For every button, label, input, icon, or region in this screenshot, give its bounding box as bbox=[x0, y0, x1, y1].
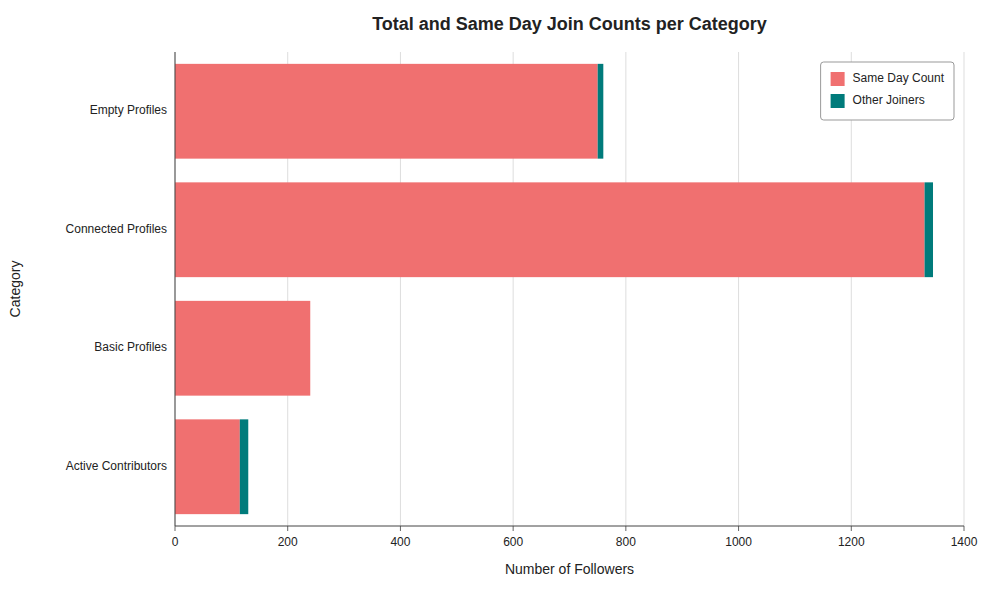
legend-label: Other Joiners bbox=[853, 93, 925, 107]
axes bbox=[175, 52, 964, 526]
background bbox=[0, 0, 989, 590]
bar bbox=[175, 182, 925, 277]
bar bbox=[598, 64, 604, 159]
legend: Same Day Count Other Joiners bbox=[821, 62, 954, 120]
x-axis-line bbox=[175, 526, 964, 527]
grid-line bbox=[625, 52, 626, 526]
tick-mark bbox=[738, 526, 739, 531]
x-ticks: 0 200 400 600 800 1000 1200 1400 bbox=[172, 526, 978, 549]
chart-svg: 0 200 400 600 800 1000 1200 1400 Active Contribu… bbox=[0, 0, 989, 590]
tick-label: 1400 bbox=[951, 535, 978, 549]
tick-mark bbox=[964, 526, 965, 531]
page: {"chart_data": {"type": "bar", "orientat… bbox=[0, 0, 989, 590]
tick-label: 200 bbox=[278, 535, 298, 549]
grid-line bbox=[738, 52, 739, 526]
tick-label: Active Contributors bbox=[66, 459, 167, 473]
series bbox=[175, 64, 925, 514]
grid bbox=[175, 52, 964, 526]
title: Total and Same Day Join Counts per Categ… bbox=[372, 14, 767, 34]
legend-swatch bbox=[831, 72, 845, 86]
tick-mark bbox=[400, 526, 401, 531]
tick-mark bbox=[625, 526, 626, 531]
tick-label: 1200 bbox=[838, 535, 865, 549]
bar bbox=[925, 182, 933, 277]
chart-container: 0 200 400 600 800 1000 1200 1400 Active Contribu… bbox=[0, 0, 989, 590]
grid-line bbox=[964, 52, 965, 526]
legend-label: Same Day Count bbox=[853, 71, 945, 85]
grid-line bbox=[175, 52, 176, 526]
tick-label: 600 bbox=[503, 535, 523, 549]
bar bbox=[175, 64, 598, 159]
grid-line bbox=[851, 52, 852, 526]
series bbox=[240, 64, 933, 514]
tick-label: 800 bbox=[616, 535, 636, 549]
tick-mark bbox=[851, 526, 852, 531]
bar bbox=[240, 419, 248, 514]
tick-label: Connected Profiles bbox=[66, 222, 167, 236]
tick-label: 400 bbox=[390, 535, 410, 549]
tick-label: 0 bbox=[172, 535, 179, 549]
bars bbox=[175, 64, 933, 514]
tick-mark bbox=[513, 526, 514, 531]
legend-box bbox=[821, 62, 954, 120]
bar bbox=[175, 419, 240, 514]
legend-swatch bbox=[831, 94, 845, 108]
tick-mark bbox=[175, 526, 176, 531]
y-axis-label: Category bbox=[7, 261, 23, 318]
tick-label: 1000 bbox=[725, 535, 752, 549]
bar bbox=[310, 301, 311, 396]
tick-mark bbox=[287, 526, 288, 531]
tick-label: Basic Profiles bbox=[94, 340, 167, 354]
bar bbox=[175, 301, 310, 396]
tick-label: Empty Profiles bbox=[90, 103, 167, 117]
y-ticks: Active Contributors Basic Profiles Connect… bbox=[66, 103, 167, 473]
x-axis-label: Number of Followers bbox=[505, 561, 634, 577]
y-axis-line bbox=[175, 52, 176, 526]
